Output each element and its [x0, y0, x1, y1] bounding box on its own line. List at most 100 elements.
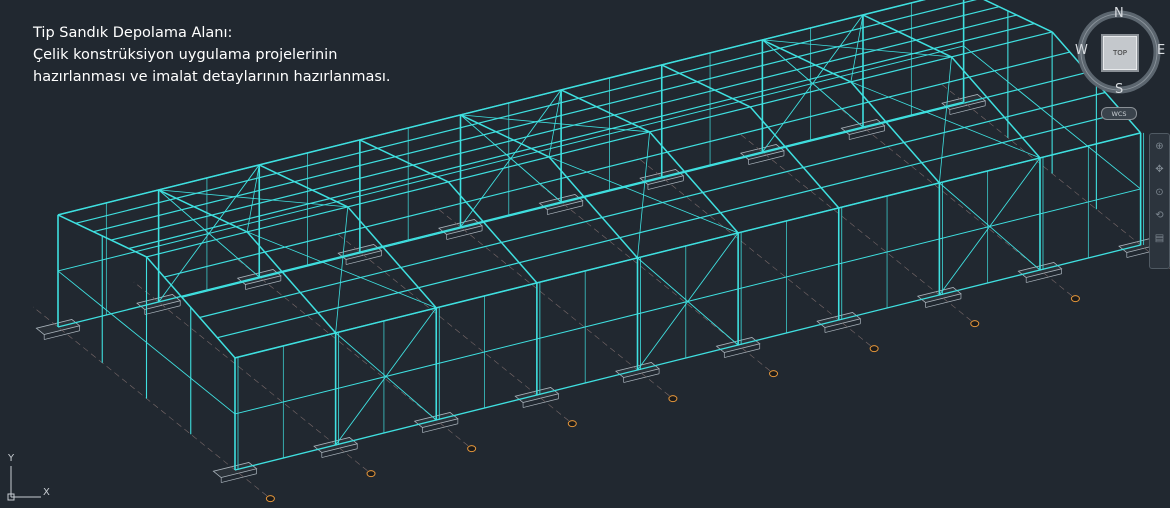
orbit-icon[interactable]: ⟲	[1155, 210, 1164, 221]
grid-bubble	[869, 345, 879, 353]
grid-bubble	[567, 420, 577, 428]
rafter	[347, 206, 437, 309]
rafter	[460, 114, 550, 158]
grid-bubble	[970, 320, 980, 328]
roof-bracing	[246, 231, 437, 309]
footing-edge	[824, 323, 861, 333]
grid-line	[435, 206, 670, 396]
caption-title: Tip Sandık Depolama Alanı:	[33, 25, 233, 41]
viewcube[interactable]: N S E W TOP	[1075, 6, 1167, 98]
rafter	[661, 64, 751, 108]
grid-bubble	[265, 495, 275, 503]
purlin	[164, 51, 1070, 278]
purlin	[128, 22, 1035, 250]
compass-south-label[interactable]: S	[1115, 82, 1124, 97]
gable-girt	[57, 270, 236, 415]
purlin	[217, 112, 1124, 339]
ucs-icon: Y X	[3, 452, 63, 504]
ucs-axes-icon	[7, 466, 41, 501]
grid-line	[334, 231, 569, 421]
roof-bracing	[762, 39, 952, 58]
ground-beam	[57, 101, 964, 328]
footing-edge	[1026, 273, 1062, 283]
viewcube-compass-ring[interactable]	[1075, 6, 1167, 98]
footing-edge	[647, 180, 684, 190]
grid-line	[33, 306, 268, 496]
grid-line	[636, 156, 871, 346]
roof-bracing	[158, 189, 348, 208]
grid-bubble	[769, 370, 779, 378]
rafter	[258, 164, 349, 208]
rafter	[548, 156, 639, 259]
wall-bracing	[460, 114, 562, 203]
drawing-caption: Tip Sandık Depolama Alanı: Çelik konstrü…	[33, 22, 391, 88]
zoom-icon[interactable]: ⊙	[1155, 187, 1164, 198]
rafter	[850, 81, 940, 184]
rafter	[246, 231, 337, 334]
rafter	[749, 106, 840, 209]
roof-bracing	[548, 156, 739, 234]
wall-bracing	[335, 332, 437, 421]
ucs-x-label: X	[43, 487, 50, 498]
compass-north-label[interactable]: N	[1114, 6, 1124, 21]
grid-bubble	[366, 470, 376, 478]
caption-line-2: hazırlanması ve imalat detaylarının hazı…	[33, 69, 391, 85]
rafter	[649, 131, 739, 234]
footing-edge	[245, 280, 281, 290]
footing-edge	[949, 105, 986, 115]
footing-edge	[748, 155, 785, 165]
roof-bracing	[850, 81, 1041, 159]
compass-west-label[interactable]: W	[1075, 43, 1088, 58]
purlin	[75, 0, 977, 224]
footing-edge	[321, 448, 358, 458]
wall-bracing	[637, 257, 739, 346]
compass-east-label[interactable]: E	[1157, 43, 1166, 58]
footing-edge	[221, 473, 257, 483]
viewcube-top-face[interactable]: TOP	[1103, 36, 1137, 70]
rafter	[560, 89, 650, 133]
purlin	[110, 14, 1017, 241]
gable-girt	[963, 45, 1141, 190]
purlin	[57, 0, 926, 216]
footing-edge	[422, 423, 458, 433]
footing-edge	[547, 205, 583, 215]
footing-edge	[724, 348, 760, 358]
grid-bubble	[668, 395, 678, 403]
rafter	[359, 139, 449, 183]
pan-icon[interactable]: ✥	[1155, 164, 1164, 175]
ucs-y-label: Y	[8, 453, 15, 464]
caption-line-1: Çelik konstrüksiyon uygulama projelerini…	[33, 47, 338, 63]
footing-edge	[144, 305, 181, 315]
footing-edge	[925, 298, 962, 308]
grid-line	[938, 81, 1170, 270]
footing-edge	[522, 398, 559, 408]
rafter	[762, 39, 852, 83]
purlin	[93, 6, 1000, 233]
grid-bubble	[1070, 295, 1080, 303]
purlin	[199, 91, 1106, 319]
rafter	[158, 189, 248, 233]
purlin	[146, 31, 1053, 258]
rafter	[447, 181, 538, 284]
purlin	[234, 132, 1141, 359]
rafter	[950, 56, 1041, 159]
rafter	[862, 14, 952, 58]
wall-bracing	[939, 182, 1041, 271]
roof-bracing	[460, 114, 650, 133]
steering-wheel-icon[interactable]: ⊕	[1155, 141, 1164, 152]
wcs-menu-button[interactable]: WCS	[1101, 107, 1137, 120]
wall-bracing	[762, 39, 864, 128]
showmotion-icon[interactable]: ▤	[1154, 233, 1165, 244]
navigation-bar: ⊕ ✥ ⊙ ⟲ ▤	[1149, 133, 1170, 269]
grid-line	[133, 281, 368, 471]
grid-bubble	[467, 445, 477, 453]
grid-line	[737, 131, 972, 321]
footing-edge	[446, 230, 483, 240]
footing-edge	[345, 255, 382, 265]
footing-edge	[44, 330, 80, 340]
wall-bracing	[158, 189, 260, 278]
ground-beam	[234, 244, 1141, 471]
footing-edge	[623, 373, 660, 383]
